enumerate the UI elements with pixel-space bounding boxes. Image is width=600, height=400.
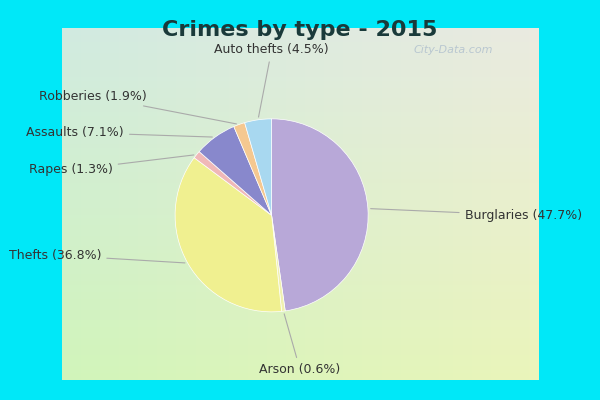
Wedge shape (272, 119, 368, 311)
Text: Thefts (36.8%): Thefts (36.8%) (9, 248, 185, 263)
Wedge shape (272, 215, 285, 311)
Wedge shape (194, 152, 272, 215)
Text: Arson (0.6%): Arson (0.6%) (259, 314, 341, 376)
Text: Rapes (1.3%): Rapes (1.3%) (29, 155, 194, 176)
Text: Auto thefts (4.5%): Auto thefts (4.5%) (214, 43, 329, 117)
Text: Crimes by type - 2015: Crimes by type - 2015 (163, 20, 437, 40)
Text: Robberies (1.9%): Robberies (1.9%) (39, 90, 236, 124)
Wedge shape (175, 158, 281, 312)
Wedge shape (199, 126, 272, 215)
Text: Burglaries (47.7%): Burglaries (47.7%) (371, 209, 582, 222)
Text: Assaults (7.1%): Assaults (7.1%) (26, 126, 212, 139)
Wedge shape (234, 123, 272, 215)
Wedge shape (245, 119, 272, 215)
Text: City-Data.com: City-Data.com (413, 45, 493, 55)
